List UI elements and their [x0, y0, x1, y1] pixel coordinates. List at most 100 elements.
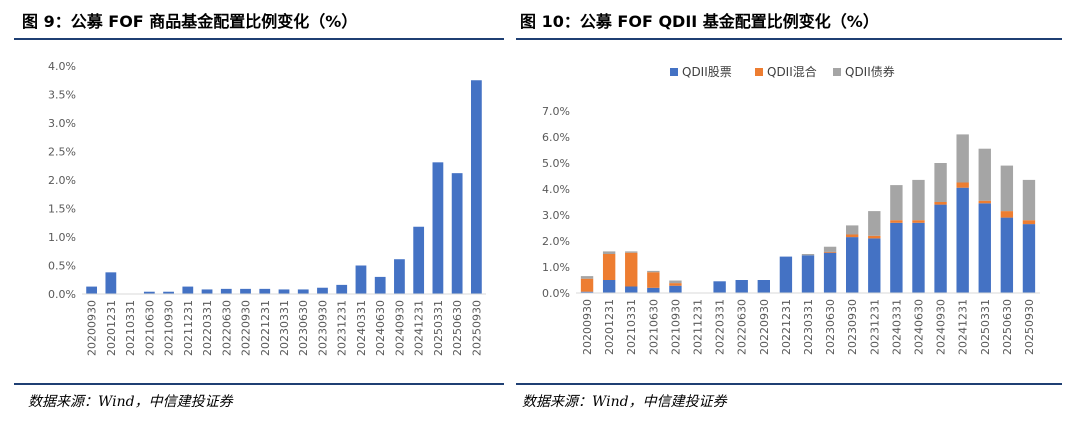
y-tick-label: 4.0%	[48, 60, 76, 73]
bar-20240331	[355, 265, 367, 294]
bar-20240630	[374, 276, 386, 294]
bar-QDII债券-20210331	[625, 251, 638, 253]
x-tick-label: 20221231	[259, 300, 272, 356]
bar-20200930	[86, 286, 98, 294]
bar-QDII股票-20220331	[713, 281, 726, 293]
x-tick-label: 20250630	[1001, 299, 1014, 355]
x-tick-label: 20250930	[1023, 299, 1036, 355]
bar-QDII混合-20240630	[912, 220, 925, 223]
bar-20230630	[297, 289, 309, 294]
y-tick-label: 4.0%	[542, 183, 570, 196]
bar-QDII股票-20240630	[912, 222, 925, 293]
left-title-rule	[14, 38, 504, 40]
bar-QDII股票-20230331	[801, 255, 815, 293]
legend-label-QDII债券: QDII债券	[845, 64, 895, 79]
x-tick-label: 20241231	[957, 299, 970, 355]
bar-QDII股票-20201231	[602, 280, 616, 293]
y-tick-label: 1.5%	[48, 203, 76, 216]
bar-QDII债券-20241231	[956, 134, 969, 183]
x-tick-label: 20220331	[201, 300, 214, 356]
y-tick-label: 0.0%	[48, 288, 76, 301]
legend-label-QDII混合: QDII混合	[767, 64, 817, 79]
x-tick-label: 20210630	[143, 300, 156, 356]
bar-20241231	[413, 226, 425, 294]
x-tick-label: 20220630	[220, 300, 233, 356]
x-tick-label: 20220630	[736, 299, 749, 355]
bar-QDII股票-20220930	[757, 280, 770, 293]
bar-QDII股票-20210930	[669, 285, 682, 293]
bar-QDII股票-20240331	[890, 222, 903, 293]
bar-QDII股票-20210630	[647, 287, 660, 293]
right-chart-title: 图 10：公募 FOF QDII 基金配置比例变化（%）	[520, 12, 879, 31]
x-tick-label: 20250930	[470, 300, 483, 356]
bar-QDII混合-20230630	[823, 251, 837, 253]
bar-20210930	[163, 291, 174, 294]
x-tick-label: 20250331	[979, 299, 992, 355]
x-tick-label: 20230630	[824, 299, 837, 355]
bar-QDII混合-20231231	[868, 235, 881, 239]
bar-QDII股票-20230930	[846, 237, 859, 293]
bar-20220331	[201, 289, 213, 294]
bar-20221231	[259, 288, 271, 294]
y-tick-label: 0.5%	[48, 260, 76, 273]
y-tick-label: 1.0%	[48, 231, 76, 244]
bar-20201231	[105, 272, 117, 294]
x-tick-label: 20200930	[581, 299, 594, 355]
bar-QDII混合-20210630	[647, 272, 660, 288]
x-tick-label: 20210930	[163, 300, 176, 356]
x-tick-label: 20240930	[393, 300, 406, 356]
x-tick-label: 20210930	[669, 299, 682, 355]
bar-QDII债券-20210630	[647, 270, 660, 273]
bar-QDII混合-20250331	[978, 200, 991, 204]
x-tick-label: 20230630	[297, 300, 310, 356]
x-tick-label: 20230331	[802, 299, 815, 355]
legend-swatch-QDII股票	[670, 68, 678, 76]
bar-20230331	[278, 289, 290, 294]
bar-QDII股票-20220630	[735, 280, 748, 293]
y-tick-label: 0.0%	[542, 287, 570, 300]
bar-QDII债券-20230930	[846, 225, 859, 235]
bar-QDII债券-20240331	[890, 185, 903, 221]
bar-QDII混合-20250630	[1000, 211, 1014, 218]
bar-QDII混合-20240331	[890, 220, 903, 223]
bar-20240930	[394, 259, 405, 294]
right-bottom-rule	[516, 383, 1062, 385]
bar-QDII债券-20230630	[823, 246, 837, 252]
bar-20210630	[143, 291, 155, 294]
bar-20231231	[336, 284, 348, 294]
bar-QDII股票-20221231	[779, 256, 793, 293]
bar-QDII混合-20200930	[580, 278, 594, 292]
x-tick-label: 20220331	[714, 299, 727, 355]
x-tick-label: 20221231	[780, 299, 793, 355]
y-tick-label: 2.0%	[542, 235, 570, 248]
bar-QDII混合-20241231	[956, 182, 969, 188]
bar-QDII债券-20200930	[580, 276, 594, 279]
bar-QDII股票-20210331	[625, 286, 638, 293]
x-tick-label: 20210331	[625, 299, 638, 355]
bar-QDII股票-20231231	[868, 238, 881, 293]
bar-QDII股票-20250930	[1022, 224, 1036, 293]
y-tick-label: 6.0%	[542, 131, 570, 144]
left-bottom-rule	[14, 383, 504, 385]
y-tick-label: 1.0%	[542, 261, 570, 274]
bar-QDII混合-20210331	[625, 252, 638, 287]
bar-QDII混合-20201231	[602, 254, 616, 280]
y-tick-label: 3.0%	[542, 209, 570, 222]
bar-20220930	[240, 288, 251, 294]
x-tick-label: 20201231	[603, 299, 616, 355]
x-tick-label: 20201231	[105, 300, 118, 356]
x-tick-label: 20231231	[336, 300, 349, 356]
x-tick-label: 20200930	[86, 300, 99, 356]
bar-QDII股票-20250331	[978, 203, 991, 293]
bar-QDII债券-20240930	[934, 163, 947, 202]
y-tick-label: 2.5%	[48, 146, 76, 159]
y-tick-label: 3.5%	[48, 89, 76, 102]
y-tick-label: 3.0%	[48, 117, 76, 130]
x-tick-label: 20230930	[316, 300, 329, 356]
x-tick-label: 20230331	[278, 300, 291, 356]
left-source-note: 数据来源：Wind，中信建投证券	[28, 394, 233, 410]
x-tick-label: 20240331	[890, 299, 903, 355]
y-tick-label: 7.0%	[542, 105, 570, 118]
bar-QDII债券-20250331	[978, 148, 991, 201]
bar-QDII债券-20231231	[868, 211, 881, 236]
